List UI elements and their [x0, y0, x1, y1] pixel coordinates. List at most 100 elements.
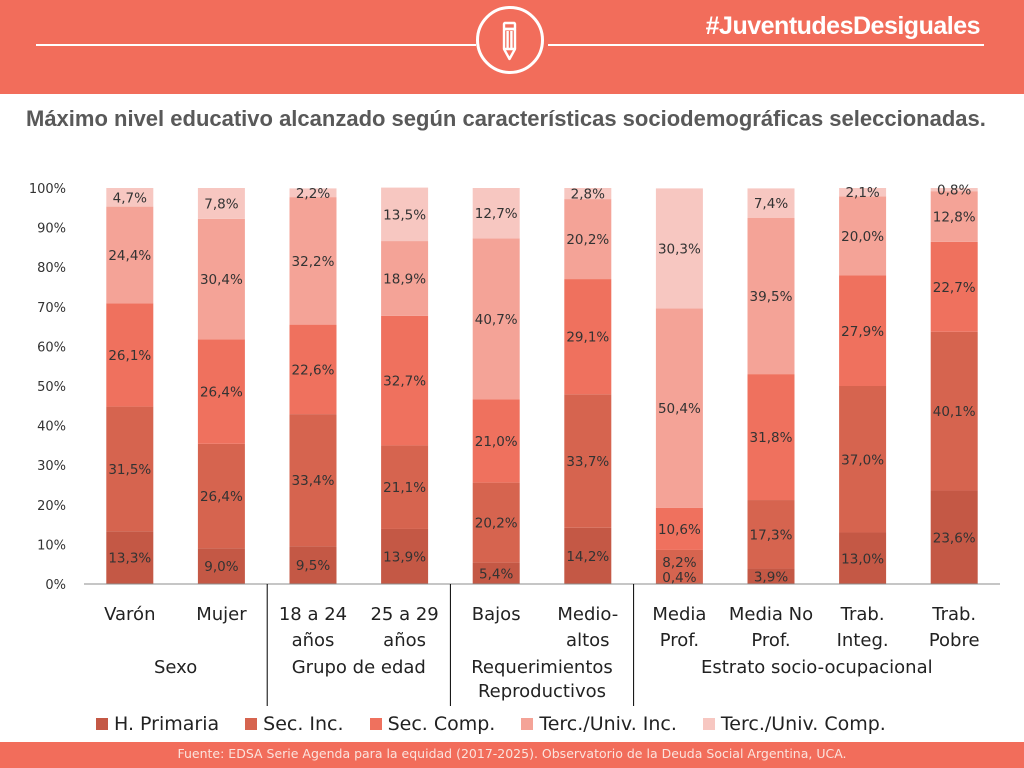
data-label: 20,2% — [475, 516, 518, 532]
y-tick-label: 70% — [37, 301, 66, 316]
data-label: 2,2% — [296, 186, 330, 202]
data-label: 40,7% — [475, 312, 518, 328]
data-label: 30,4% — [200, 272, 243, 288]
bar-segment — [381, 445, 429, 529]
y-tick-label: 0% — [45, 578, 66, 593]
x-category-label: Media — [652, 604, 706, 625]
x-group-label: Requerimientos — [471, 657, 613, 678]
data-label: 9,5% — [296, 558, 330, 574]
data-label: 33,7% — [566, 454, 609, 470]
legend-label: Sec. Inc. — [263, 713, 344, 735]
x-category-label: Media No — [729, 604, 813, 625]
bar-segment — [197, 548, 245, 584]
data-label: 9,0% — [204, 559, 238, 575]
bar-segment — [747, 188, 795, 218]
legend-item: H. Primaria — [96, 713, 219, 735]
bar-segment — [930, 188, 978, 192]
bar-segment — [839, 532, 887, 584]
legend-swatch — [96, 718, 108, 730]
x-group-label: Sexo — [154, 657, 197, 678]
data-label: 50,4% — [658, 401, 701, 417]
chart-legend: H. Primaria Sec. Inc. Sec. Comp. Terc./Univ… — [96, 709, 886, 739]
legend-label: Terc./Univ. Inc. — [539, 713, 677, 735]
bar-segment — [289, 188, 337, 198]
data-label: 8,2% — [662, 555, 696, 571]
x-category-label: Pobre — [929, 630, 980, 651]
data-label: 31,5% — [108, 462, 151, 478]
bar-segment — [655, 582, 703, 584]
chart-title: Máximo nivel educativo alcanzado según c… — [26, 106, 986, 131]
bar-segment — [655, 507, 703, 550]
bar-segment — [930, 241, 978, 332]
bar-segment — [472, 188, 520, 239]
x-category-label: años — [383, 630, 426, 651]
y-tick-label: 40% — [37, 420, 66, 435]
data-label: 12,8% — [933, 210, 976, 226]
bar-segment — [106, 188, 154, 207]
data-label: 12,7% — [475, 206, 518, 222]
y-tick-label: 80% — [37, 261, 66, 276]
x-category-label: 18 a 24 — [279, 604, 347, 625]
data-label: 22,6% — [292, 362, 335, 378]
legend-swatch — [245, 718, 258, 730]
bar-segment — [564, 394, 612, 528]
header-divider-left — [36, 44, 476, 46]
data-label: 7,8% — [204, 196, 238, 212]
bar-segment — [197, 339, 245, 444]
y-tick-label: 90% — [37, 222, 66, 237]
bar-segment — [747, 217, 795, 375]
data-label: 18,9% — [383, 271, 426, 287]
bar-segment — [839, 188, 887, 197]
legend-label: Terc./Univ. Comp. — [720, 713, 886, 735]
data-label: 27,9% — [841, 324, 884, 340]
bar-segment — [564, 527, 612, 584]
bar-segment — [381, 528, 429, 584]
bar-segment — [381, 315, 429, 446]
data-label: 13,5% — [383, 207, 426, 223]
x-category-label: Varón — [104, 604, 155, 625]
y-tick-label: 10% — [37, 538, 66, 553]
legend-swatch — [521, 718, 534, 730]
data-label: 5,4% — [479, 566, 513, 582]
bar-segment — [197, 188, 245, 219]
x-category-label: Mujer — [196, 604, 247, 625]
x-group-label: Reproductivos — [478, 681, 606, 702]
bar-segment — [289, 414, 337, 547]
data-label: 13,3% — [108, 551, 151, 567]
data-label: 26,4% — [200, 385, 243, 401]
bar-segment — [839, 275, 887, 386]
data-label: 21,1% — [383, 480, 426, 496]
bar-segment — [197, 218, 245, 340]
x-group-label: Estrato socio-ocupacional — [701, 657, 933, 678]
bar-segment — [564, 279, 612, 395]
x-category-label: altos — [566, 630, 609, 651]
bar-segment — [106, 206, 154, 304]
x-category-label: Integ. — [837, 630, 889, 651]
bar-segment — [930, 490, 978, 584]
bar-segment — [289, 546, 337, 584]
data-label: 10,6% — [658, 522, 701, 538]
bar-segment — [472, 399, 520, 483]
data-label: 21,0% — [475, 434, 518, 450]
bar-segment — [564, 199, 612, 280]
data-label: 13,9% — [383, 549, 426, 565]
y-tick-label: 50% — [37, 380, 66, 395]
bar-segment — [289, 197, 337, 325]
bar-segment — [197, 443, 245, 549]
legend-swatch — [369, 718, 382, 730]
header-emblem — [476, 6, 544, 74]
bar-segment — [106, 303, 154, 407]
legend-swatch — [702, 718, 715, 730]
bar-segment — [472, 482, 520, 563]
y-tick-label: 60% — [37, 340, 66, 355]
legend-item: Sec. Comp. — [369, 713, 495, 735]
bar-segment — [747, 568, 795, 584]
data-label: 40,1% — [933, 404, 976, 420]
bar-segment — [289, 324, 337, 415]
x-category-label: 25 a 29 — [370, 604, 438, 625]
data-label: 30,3% — [658, 241, 701, 257]
bar-segment — [472, 562, 520, 584]
bar-segment — [930, 331, 978, 491]
pencil-icon — [502, 21, 517, 61]
